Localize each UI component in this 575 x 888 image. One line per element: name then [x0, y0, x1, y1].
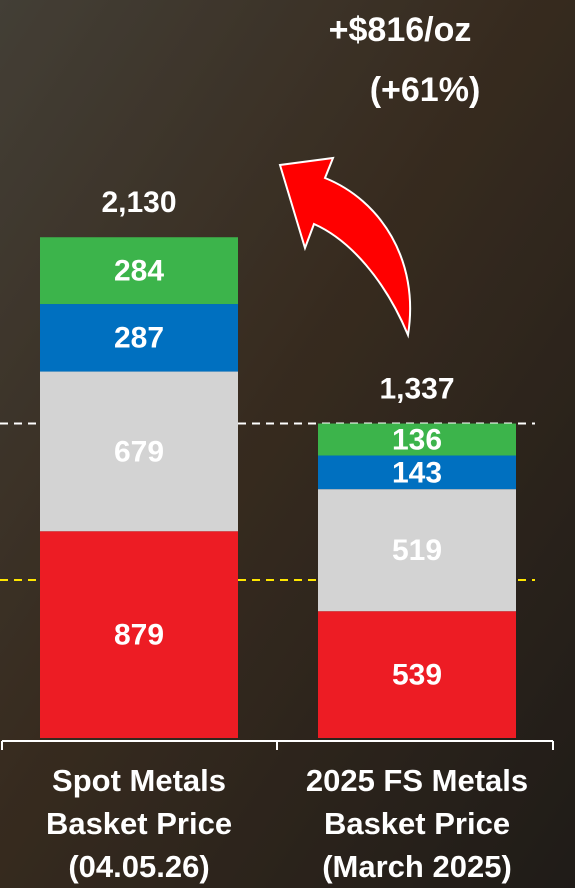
bar-segment — [318, 489, 516, 612]
segment-label: 879 — [114, 619, 164, 652]
bar-segment — [40, 531, 238, 738]
bar-segment — [318, 455, 516, 490]
x-tick-label: Spot Metals — [52, 763, 226, 798]
bar-segment — [40, 237, 238, 305]
bar-segment — [318, 611, 516, 738]
total-label: 1,337 — [379, 372, 454, 405]
x-tick-label: (March 2025) — [322, 849, 512, 884]
segment-label: 143 — [392, 456, 442, 489]
x-tick-label: 2025 FS Metals — [306, 763, 528, 798]
bar-segment — [40, 304, 238, 372]
annotation: (+61%) — [370, 71, 481, 109]
segment-label: 539 — [392, 659, 442, 692]
segment-label: 287 — [114, 322, 164, 355]
bar-segment — [318, 423, 516, 456]
x-tick-label: (04.05.26) — [68, 849, 209, 884]
total-label: 2,130 — [101, 186, 176, 219]
segment-label: 679 — [114, 435, 164, 468]
segment-label: 284 — [114, 255, 164, 288]
segment-label: 136 — [392, 423, 442, 456]
growth-arrow — [278, 156, 412, 339]
segment-label: 519 — [392, 534, 442, 567]
annotation: +$816/oz — [329, 11, 472, 49]
x-tick-label: Basket Price — [46, 806, 232, 841]
bar-segment — [40, 371, 238, 532]
x-tick-label: Basket Price — [324, 806, 510, 841]
